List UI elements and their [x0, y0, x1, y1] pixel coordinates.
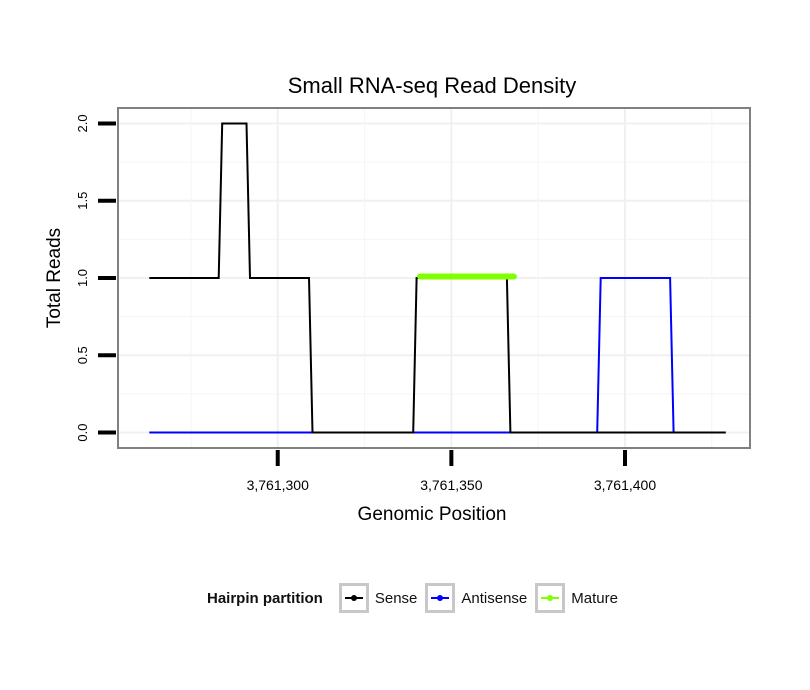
- y-tick-label: 0.5: [75, 346, 90, 364]
- chart-title: Small RNA-seq Read Density: [288, 73, 577, 98]
- legend-label-sense: Sense: [374, 589, 418, 607]
- legend-label-mature: Mature: [571, 589, 618, 607]
- legend: Hairpin partition Sense Antisense Mature: [207, 580, 626, 616]
- y-tick-label: 0.0: [75, 424, 90, 442]
- legend-dot-mature: [547, 595, 554, 601]
- x-tick-label: 3,761,350: [420, 477, 482, 493]
- y-axis: 0.0 0.5 1.0 1.5 2.0: [75, 114, 116, 442]
- y-tick-label: 1.0: [75, 269, 90, 287]
- y-tick-label: 2.0: [75, 114, 90, 132]
- legend-label-antisense: Antisense: [461, 589, 528, 607]
- legend-key-antisense: [425, 583, 456, 613]
- legend-title: Hairpin partition: [207, 589, 323, 607]
- x-axis-label: Genomic Position: [358, 504, 507, 525]
- plot-panel-border: [117, 107, 751, 449]
- legend-dot-sense: [350, 595, 357, 601]
- y-axis-label: Total Reads: [44, 228, 65, 328]
- y-tick-label: 1.5: [75, 192, 90, 210]
- legend-dot-antisense: [437, 595, 444, 601]
- series-line-sense: [149, 122, 726, 434]
- legend-key-sense: [338, 583, 369, 613]
- x-axis: 3,761,300 3,761,350 3,761,400: [247, 450, 656, 493]
- series-lines: [149, 122, 726, 434]
- x-tick-label: 3,761,300: [247, 477, 309, 493]
- legend-key-mature: [535, 583, 566, 613]
- x-tick-label: 3,761,400: [594, 477, 656, 493]
